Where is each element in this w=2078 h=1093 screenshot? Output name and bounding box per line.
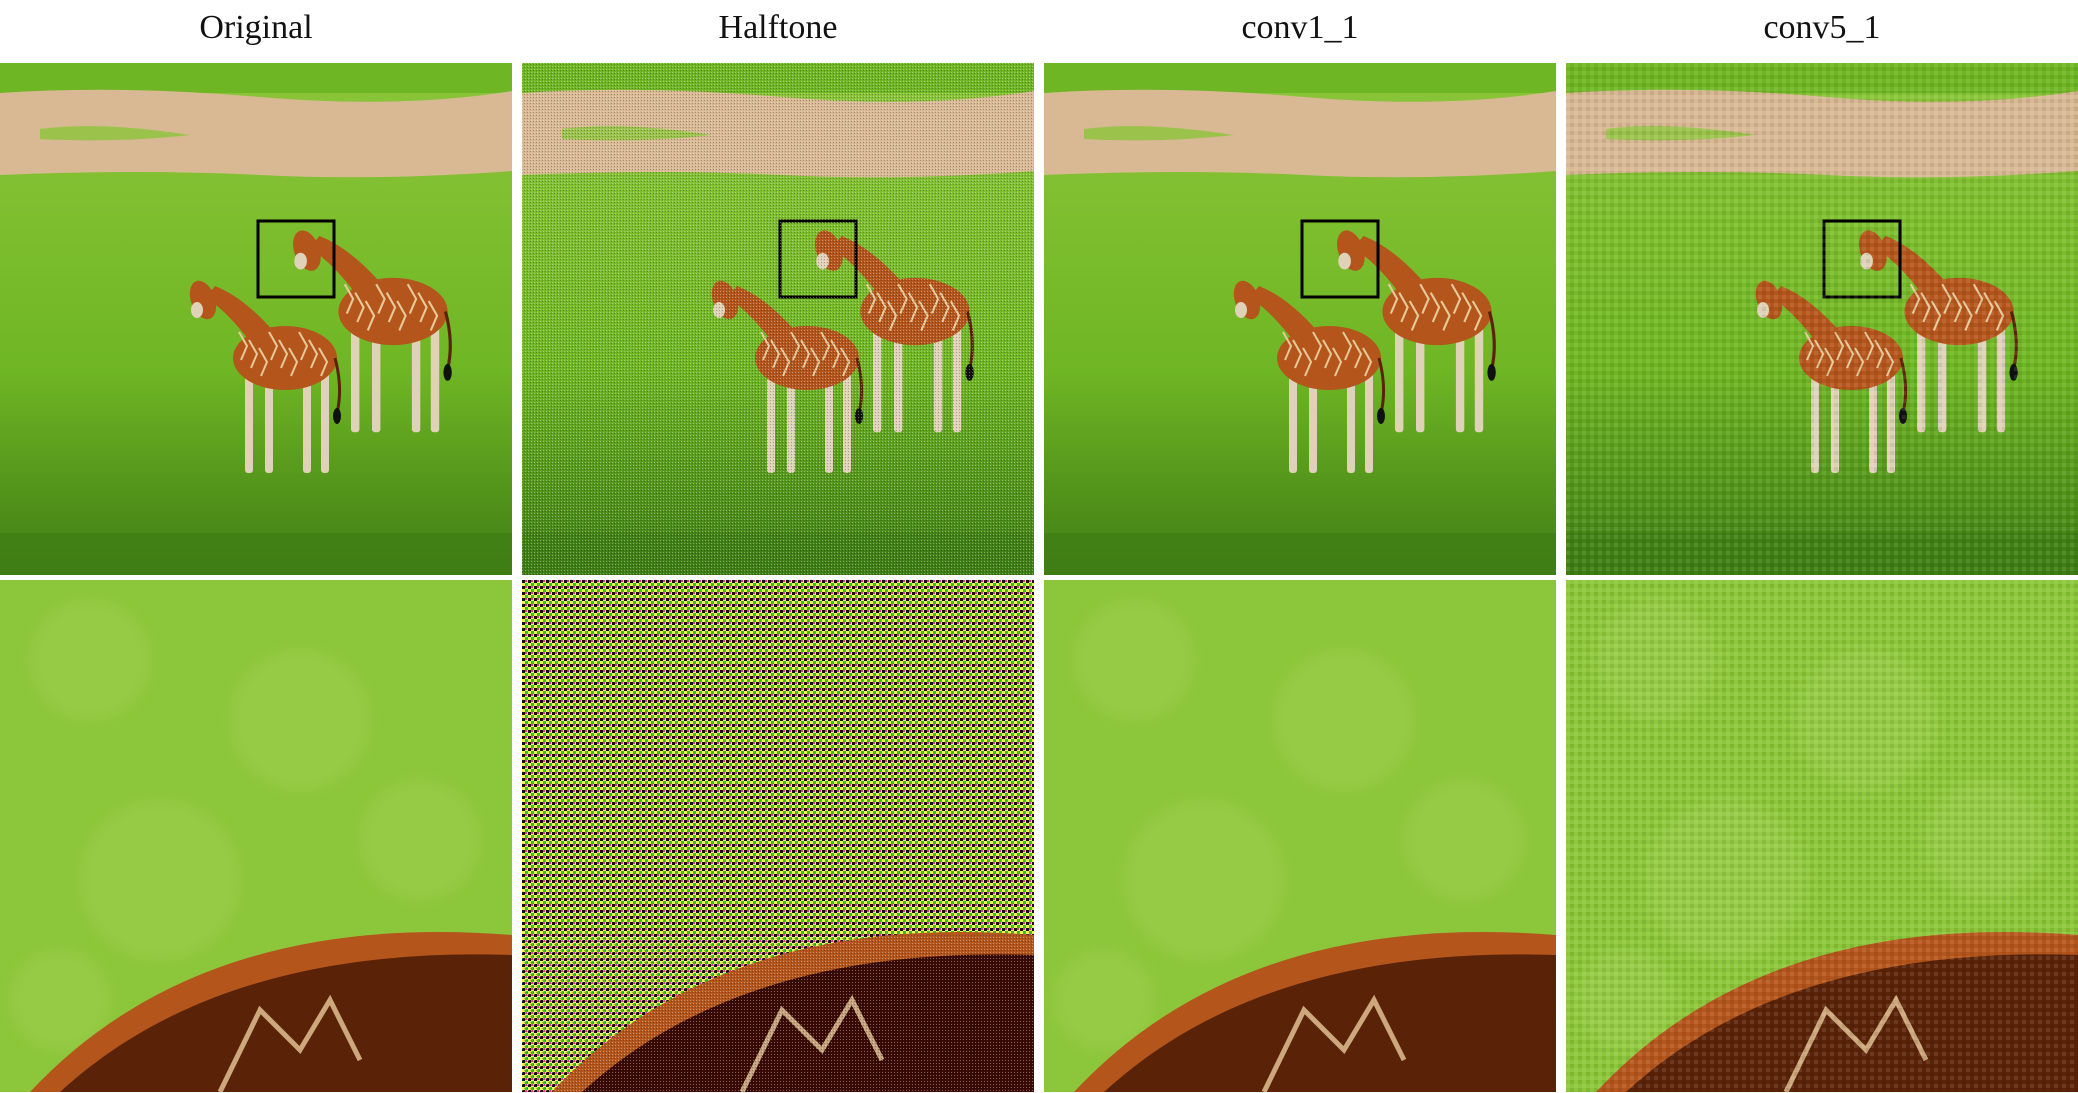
grass-patch — [1084, 126, 1234, 141]
zoom-image — [0, 580, 512, 1092]
giraffe-back — [293, 230, 452, 433]
dirt-path — [1044, 89, 1556, 178]
giraffe-front — [189, 280, 342, 473]
giraffe-back — [1337, 230, 1496, 433]
column-title-original: Original — [199, 9, 313, 46]
zoom-region-box — [256, 219, 336, 299]
shadow-strip — [0, 533, 512, 575]
scene-conv5-1 — [1566, 63, 2078, 575]
halftone-texture — [522, 935, 1034, 1092]
scene-image — [522, 63, 1034, 575]
scene-original — [0, 63, 512, 575]
scene-conv1-1 — [1044, 63, 1556, 575]
zoom-conv1-1 — [1044, 580, 1556, 1092]
scene-image — [1566, 63, 2078, 575]
scene-halftone — [522, 63, 1034, 575]
column-title-halftone: Halftone — [718, 9, 838, 46]
column-title-conv1-1: conv1_1 — [1241, 9, 1359, 46]
zoom-image — [522, 580, 1034, 1092]
zoom-region-box — [1300, 219, 1380, 299]
giraffe-front — [1233, 280, 1386, 473]
checker-texture — [1566, 580, 2078, 1092]
dirt-path — [0, 89, 512, 178]
zoom-original — [0, 580, 512, 1092]
zoom-image — [1566, 580, 2078, 1092]
zoom-halftone — [522, 580, 1034, 1092]
checker-texture — [1566, 63, 2078, 575]
grass-strip — [0, 63, 512, 93]
grass-strip — [1044, 63, 1556, 93]
scene-image — [0, 63, 512, 575]
giraffe-back-body — [1104, 954, 1556, 1092]
shadow-strip — [1044, 533, 1556, 575]
halftone-texture — [522, 63, 1034, 575]
zoom-image — [1044, 580, 1556, 1092]
grass-patch — [40, 126, 190, 141]
scene-image — [1044, 63, 1556, 575]
column-title-conv5-1: conv5_1 — [1763, 9, 1881, 46]
grass-variation — [1054, 600, 1524, 1050]
giraffe-patch-lines — [217, 994, 363, 1092]
giraffe-patch-lines — [1261, 994, 1407, 1092]
zoom-conv5-1 — [1566, 580, 2078, 1092]
grass-variation — [10, 600, 480, 1050]
giraffe-back-body — [60, 954, 512, 1092]
